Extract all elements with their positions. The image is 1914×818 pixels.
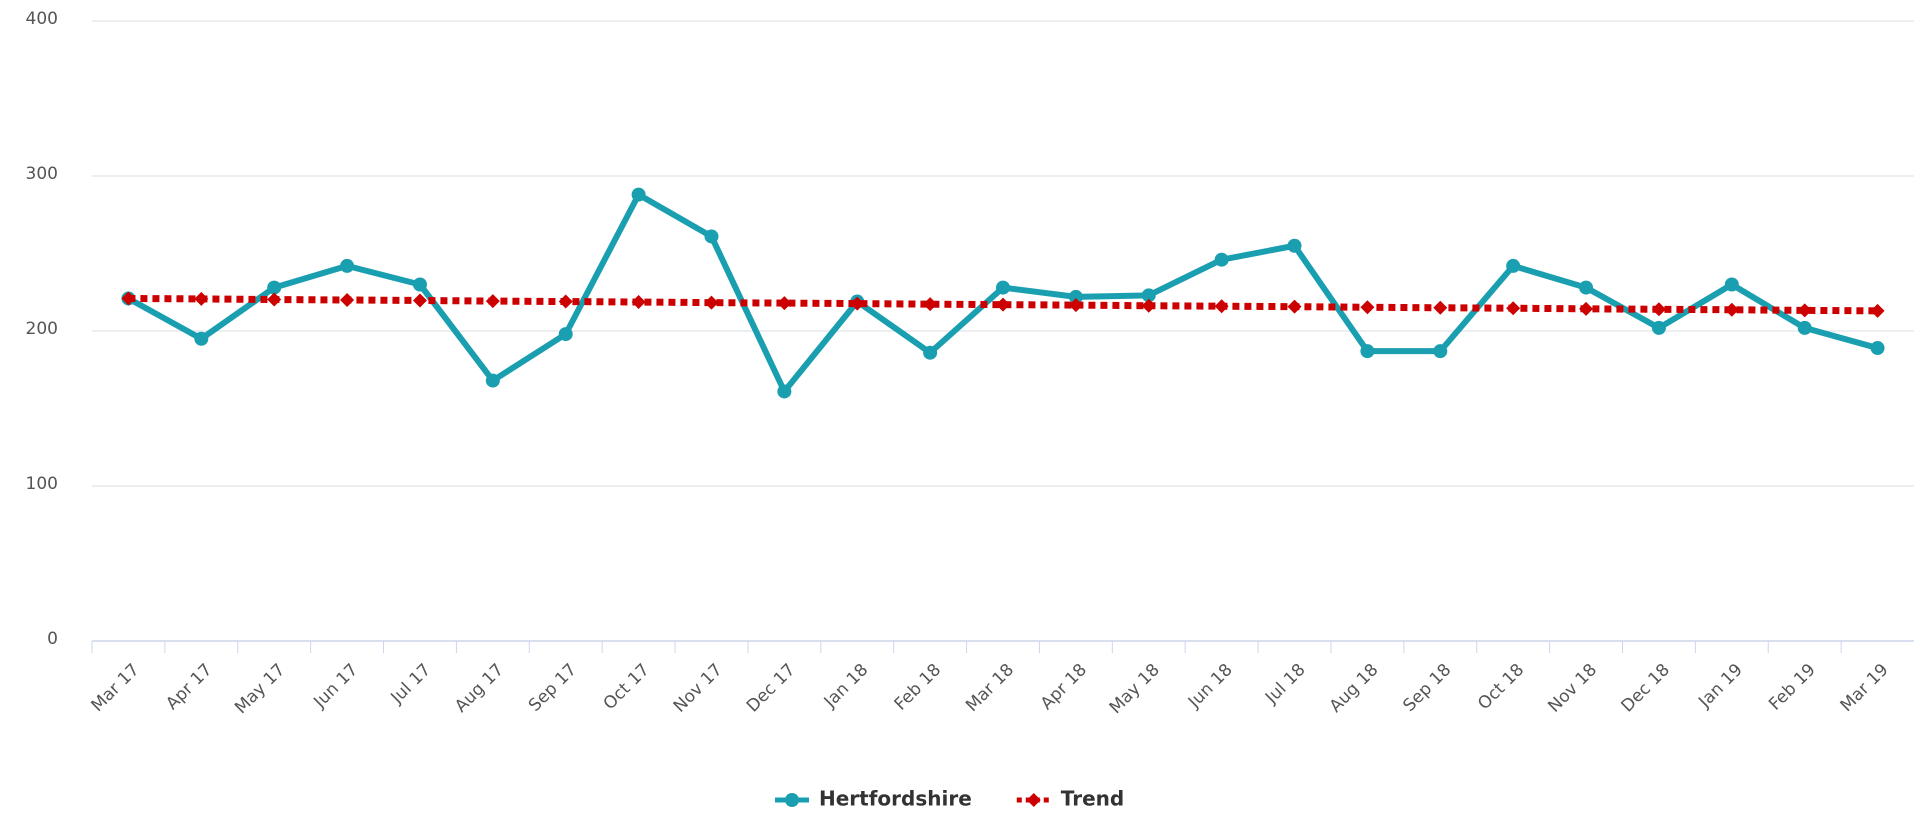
x-tick-label: Oct 17 <box>600 660 654 714</box>
point <box>1068 289 1083 304</box>
trend-marker <box>996 297 1010 312</box>
x-tick-label: Nov 17 <box>670 660 727 717</box>
trend-marker <box>485 294 500 309</box>
x-tick-label: Dec 17 <box>743 660 800 717</box>
x-tick-label: Feb 19 <box>1765 660 1820 715</box>
point <box>1724 277 1739 292</box>
trend-marker <box>1287 299 1302 314</box>
point <box>1651 320 1666 335</box>
trend-marker <box>340 293 355 307</box>
point <box>194 331 209 346</box>
x-tick-label: Jun 18 <box>1184 660 1237 713</box>
legend: Hertfordshire Trend <box>775 787 1124 811</box>
trend-marker <box>1870 303 1885 318</box>
y-tick-label: 0 <box>47 629 58 649</box>
x-tick-label: Mar 18 <box>962 660 1018 716</box>
x-tick-label: Aug 18 <box>1326 660 1383 717</box>
point <box>1433 344 1448 359</box>
trend-marker <box>1214 299 1229 314</box>
trend-marker <box>1579 301 1594 316</box>
trend-marker <box>777 296 792 311</box>
x-tick-label: May 18 <box>1106 660 1164 718</box>
x-tick-label: Jan 19 <box>1694 660 1747 713</box>
point <box>1579 280 1594 295</box>
trend-marker <box>121 291 136 306</box>
x-tick-label: Mar 17 <box>88 660 144 716</box>
x-tick-label: Feb 18 <box>891 660 946 715</box>
trend-marker <box>1433 300 1448 315</box>
trend-marker <box>850 296 865 311</box>
x-tick-label: Jun 17 <box>309 660 362 713</box>
trend-marker <box>1651 302 1666 317</box>
trend-marker <box>1068 298 1083 313</box>
legend-label: Hertfordshire <box>819 787 972 811</box>
x-tick-label: Mar 19 <box>1837 660 1893 716</box>
point <box>704 229 719 244</box>
trend-marker <box>631 295 646 310</box>
x-tick-label: Apr 18 <box>1037 660 1091 714</box>
point <box>1870 341 1885 356</box>
point <box>1360 344 1375 359</box>
trend-marker <box>1724 302 1739 317</box>
trend-marker <box>1360 300 1375 315</box>
trend-marker <box>412 293 427 308</box>
trend-marker <box>704 295 719 310</box>
x-tick-label: Aug 17 <box>451 660 508 717</box>
y-tick-label: 200 <box>26 319 58 339</box>
point <box>1506 258 1521 273</box>
trend-marker <box>558 294 573 309</box>
x-tick-label: Apr 17 <box>162 660 216 714</box>
trend-marker <box>1797 303 1812 318</box>
x-tick-label: Nov 18 <box>1544 660 1601 717</box>
trend-marker <box>267 292 282 307</box>
x-tick-label: Jul 17 <box>387 660 435 708</box>
point <box>267 280 282 295</box>
point <box>631 187 646 202</box>
trend-marker <box>923 297 938 312</box>
legend-marker <box>785 793 799 807</box>
legend-label: Trend <box>1061 787 1124 811</box>
y-tick-label: 400 <box>26 9 58 29</box>
point <box>996 280 1010 295</box>
trend-marker <box>1506 301 1521 316</box>
x-tick-label: Jan 18 <box>820 660 873 713</box>
point <box>485 373 500 388</box>
point <box>1287 238 1302 253</box>
point <box>412 277 427 292</box>
legend-marker <box>1026 793 1041 807</box>
point <box>1214 252 1229 267</box>
x-tick-label: May 17 <box>231 660 289 718</box>
point <box>1797 320 1812 335</box>
y-tick-label: 100 <box>26 474 58 494</box>
point <box>777 384 792 399</box>
y-tick-label: 300 <box>26 164 58 184</box>
x-tick-label: Oct 18 <box>1474 660 1528 714</box>
x-tick-label: Sep 18 <box>1399 660 1455 716</box>
point <box>340 258 355 273</box>
x-tick-label: Jul 18 <box>1261 660 1309 708</box>
trend-marker <box>1141 298 1156 313</box>
point <box>558 327 573 342</box>
trend-marker <box>194 291 209 306</box>
x-tick-label: Sep 17 <box>525 660 581 716</box>
point <box>923 345 938 360</box>
x-tick-label: Dec 18 <box>1617 660 1674 717</box>
point <box>1141 288 1156 303</box>
